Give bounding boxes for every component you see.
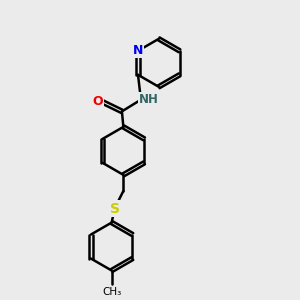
Text: CH₃: CH₃	[102, 287, 121, 297]
Text: N: N	[133, 44, 143, 57]
Text: NH: NH	[139, 93, 159, 106]
Text: S: S	[110, 202, 120, 215]
Text: O: O	[93, 94, 103, 108]
